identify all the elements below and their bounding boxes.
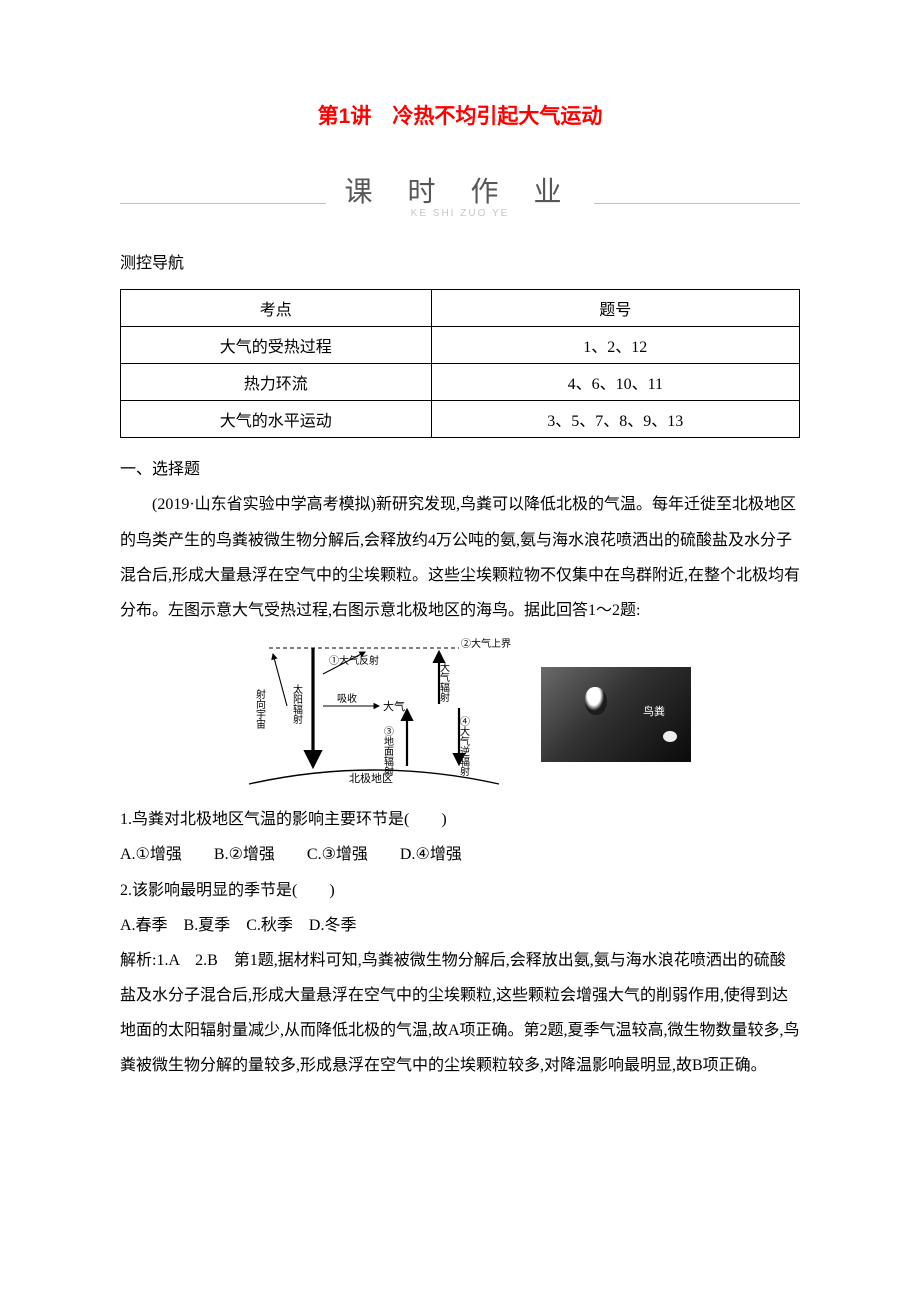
table-row: 大气的水平运动 3、5、7、8、9、13 — [121, 401, 800, 438]
table-row: 热力环流 4、6、10、11 — [121, 364, 800, 401]
label-back-radiation: ④大气逆辐射 — [458, 716, 470, 777]
seabird-photo: 鸟粪 — [541, 667, 691, 762]
label-ground-radiation: ③地面辐射 — [382, 726, 394, 777]
nav-table: 考点 题号 大气的受热过程 1、2、12 热力环流 4、6、10、11 大气的水… — [120, 289, 800, 438]
label-atmos: 大气 — [383, 699, 405, 713]
q1-options: A.①增强 B.②增强 C.③增强 D.④增强 — [120, 837, 800, 872]
figure-row: ②大气上界 北极地区 太阳辐射 射向宇宙 ①大气反射 吸收 大气 ③地面辐射 大… — [120, 634, 800, 794]
cell-numbers: 4、6、10、11 — [431, 364, 799, 401]
cell-numbers: 3、5、7、8、9、13 — [431, 401, 799, 438]
photo-label: 鸟粪 — [643, 703, 665, 719]
table-row: 大气的受热过程 1、2、12 — [121, 327, 800, 364]
label-to-space: 射向宇宙 — [254, 689, 266, 730]
cell-numbers: 1、2、12 — [431, 327, 799, 364]
section-heading: 一、选择题 — [120, 452, 800, 487]
q2-options: A.春季 B.夏季 C.秋季 D.冬季 — [120, 908, 800, 943]
cell-topic: 热力环流 — [121, 364, 432, 401]
label-absorb: 吸收 — [337, 692, 357, 705]
th-topic: 考点 — [121, 290, 432, 327]
bird-shape — [585, 687, 607, 715]
cell-topic: 大气的受热过程 — [121, 327, 432, 364]
banner-main: 课 时 作 业 — [344, 170, 575, 210]
label-sun-radiation: 太阳辐射 — [291, 683, 303, 725]
egg-shape — [663, 731, 677, 742]
th-numbers: 题号 — [431, 290, 799, 327]
label-top-boundary: ②大气上界 — [461, 637, 511, 650]
label-atmos-radiation: 大气辐射 — [438, 661, 450, 703]
explanation: 解析:1.A 2.B 第1题,据材料可知,鸟粪被微生物分解后,会释放出氨,氨与海… — [120, 943, 800, 1084]
label-reflection: ①大气反射 — [329, 654, 379, 667]
passage-1: (2019·山东省实验中学高考模拟)新研究发现,鸟粪可以降低北极的气温。每年迁徙… — [120, 487, 800, 628]
q1-stem: 1.鸟粪对北极地区气温的影响主要环节是( ) — [120, 802, 800, 837]
cell-topic: 大气的水平运动 — [121, 401, 432, 438]
table-header-row: 考点 题号 — [121, 290, 800, 327]
heating-diagram: ②大气上界 北极地区 太阳辐射 射向宇宙 ①大气反射 吸收 大气 ③地面辐射 大… — [229, 634, 519, 794]
banner-text-box: 课 时 作 业 KE SHI ZUO YE — [326, 170, 593, 219]
q2-stem: 2.该影响最明显的季节是( ) — [120, 873, 800, 908]
page: 第1讲 冷热不均引起大气运动 课 时 作 业 KE SHI ZUO YE 测控导… — [0, 0, 920, 1144]
nav-label: 测控导航 — [120, 246, 800, 281]
homework-banner: 课 时 作 业 KE SHI ZUO YE — [120, 170, 800, 218]
lesson-title: 第1讲 冷热不均引起大气运动 — [120, 100, 800, 130]
